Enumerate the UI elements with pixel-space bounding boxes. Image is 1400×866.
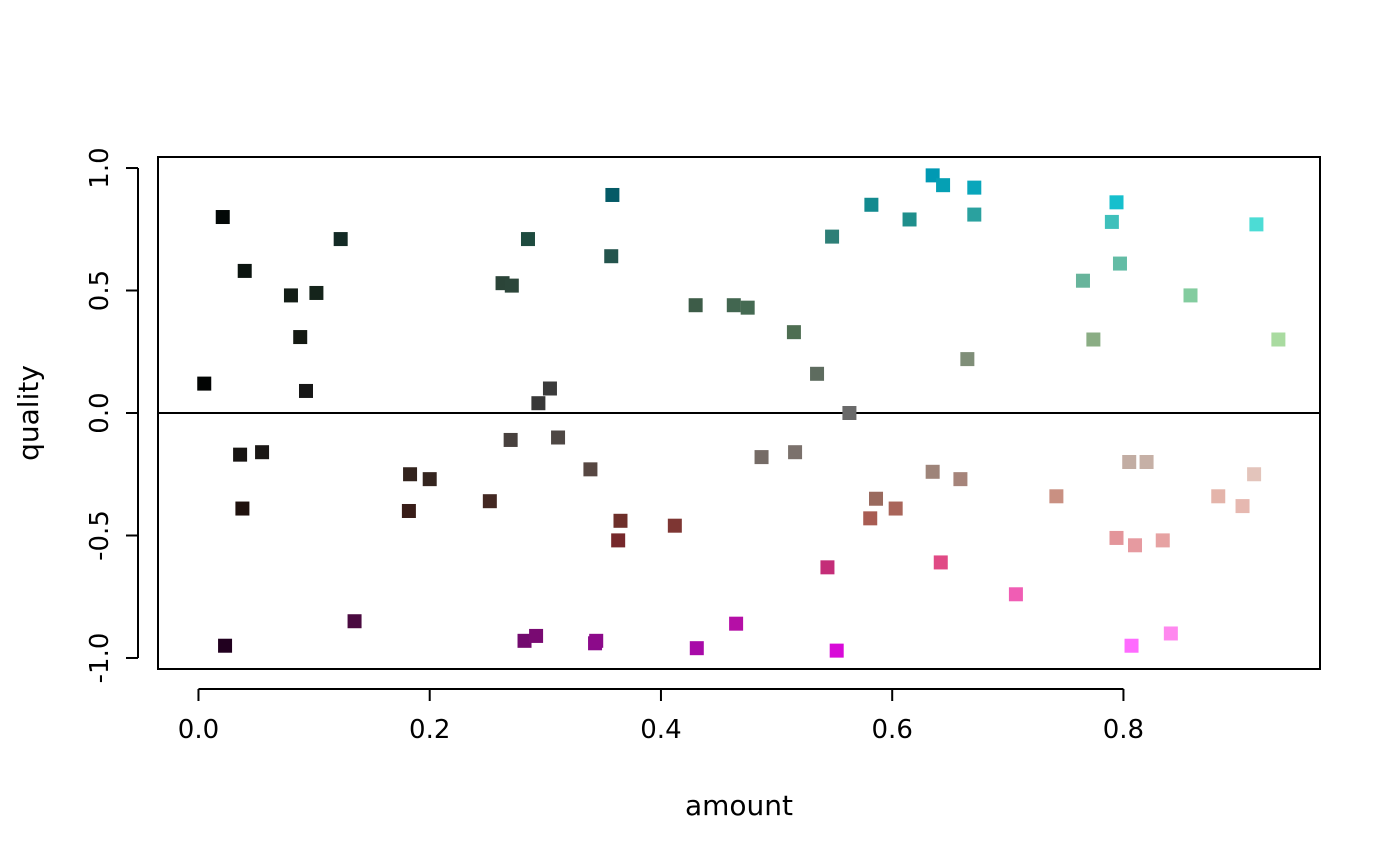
data-point xyxy=(589,633,604,648)
data-point xyxy=(1247,467,1262,482)
y-tick-label: -1.0 xyxy=(85,633,115,684)
y-tick-label: -0.5 xyxy=(85,510,115,561)
data-point xyxy=(936,178,951,193)
x-tick-label: 0.4 xyxy=(640,715,681,745)
data-point xyxy=(333,232,348,247)
data-point xyxy=(967,207,982,222)
data-point xyxy=(667,518,682,533)
y-axis: -1.0 -0.5 0.0 0.5 1.0 xyxy=(85,147,139,684)
data-point xyxy=(235,501,250,516)
x-tick-label: 0.6 xyxy=(872,715,913,745)
data-point xyxy=(689,641,704,656)
data-point xyxy=(820,560,835,575)
data-point xyxy=(726,298,741,313)
data-point xyxy=(233,447,248,462)
data-point xyxy=(888,501,903,516)
data-point xyxy=(1086,332,1101,347)
data-point xyxy=(1183,288,1198,303)
data-point xyxy=(1139,454,1154,469)
data-point xyxy=(215,210,230,225)
data-point xyxy=(583,462,598,477)
data-point xyxy=(255,445,270,460)
data-point xyxy=(1163,626,1178,641)
data-point xyxy=(347,614,362,629)
data-point xyxy=(1124,638,1139,653)
x-axis: 0.0 0.2 0.4 0.6 0.8 xyxy=(178,688,1144,745)
x-tick-label: 0.0 xyxy=(178,715,219,745)
data-point xyxy=(933,555,948,570)
data-point xyxy=(1271,332,1286,347)
data-point xyxy=(1128,538,1143,553)
data-point xyxy=(953,472,968,487)
data-point xyxy=(863,511,878,526)
data-point xyxy=(237,263,252,278)
data-point xyxy=(810,366,825,381)
y-tick-label: 0.0 xyxy=(85,392,115,433)
data-point xyxy=(197,376,212,391)
data-point xyxy=(902,212,917,227)
data-point xyxy=(605,187,620,202)
data-point xyxy=(1109,530,1124,545)
data-point xyxy=(1122,454,1137,469)
data-point xyxy=(967,180,982,195)
data-point xyxy=(786,325,801,340)
y-tick-label: 1.0 xyxy=(85,147,115,188)
data-point xyxy=(551,430,566,445)
data-point xyxy=(283,288,298,303)
data-point xyxy=(1049,489,1064,504)
data-point xyxy=(218,638,233,653)
data-point xyxy=(531,396,546,411)
data-point xyxy=(1211,489,1226,504)
data-point xyxy=(688,298,703,313)
data-point xyxy=(613,513,628,528)
x-tick-label: 0.8 xyxy=(1103,715,1144,745)
data-point xyxy=(729,616,744,631)
data-point xyxy=(1008,587,1023,602)
data-point xyxy=(401,503,416,518)
data-point xyxy=(293,330,308,345)
data-points xyxy=(197,168,1286,658)
data-point xyxy=(740,300,755,315)
data-point xyxy=(298,383,313,398)
data-point xyxy=(403,467,418,482)
data-point xyxy=(1109,195,1124,210)
data-point xyxy=(1104,214,1119,229)
data-point xyxy=(829,643,844,658)
data-point xyxy=(1112,256,1127,271)
data-point xyxy=(1249,217,1264,232)
data-point xyxy=(1235,499,1250,514)
data-point xyxy=(422,472,437,487)
data-point xyxy=(504,278,519,293)
data-point xyxy=(1155,533,1170,548)
data-point xyxy=(754,450,769,465)
data-point xyxy=(1075,273,1090,288)
data-point xyxy=(842,406,857,420)
data-point xyxy=(869,491,884,506)
data-point xyxy=(503,432,518,447)
data-point xyxy=(864,197,879,212)
data-point xyxy=(529,628,544,643)
y-axis-title: quality xyxy=(12,365,45,461)
data-point xyxy=(482,494,497,509)
data-point xyxy=(611,533,626,548)
data-point xyxy=(925,464,940,479)
x-tick-label: 0.2 xyxy=(409,715,450,745)
data-point xyxy=(960,352,975,367)
data-point xyxy=(517,633,532,648)
data-point xyxy=(825,229,840,244)
data-point xyxy=(604,249,619,264)
y-tick-label: 0.5 xyxy=(85,270,115,311)
x-axis-title: amount xyxy=(685,789,793,822)
data-point xyxy=(542,381,557,396)
data-point xyxy=(309,285,324,300)
data-point xyxy=(520,232,535,247)
data-point xyxy=(788,445,803,460)
